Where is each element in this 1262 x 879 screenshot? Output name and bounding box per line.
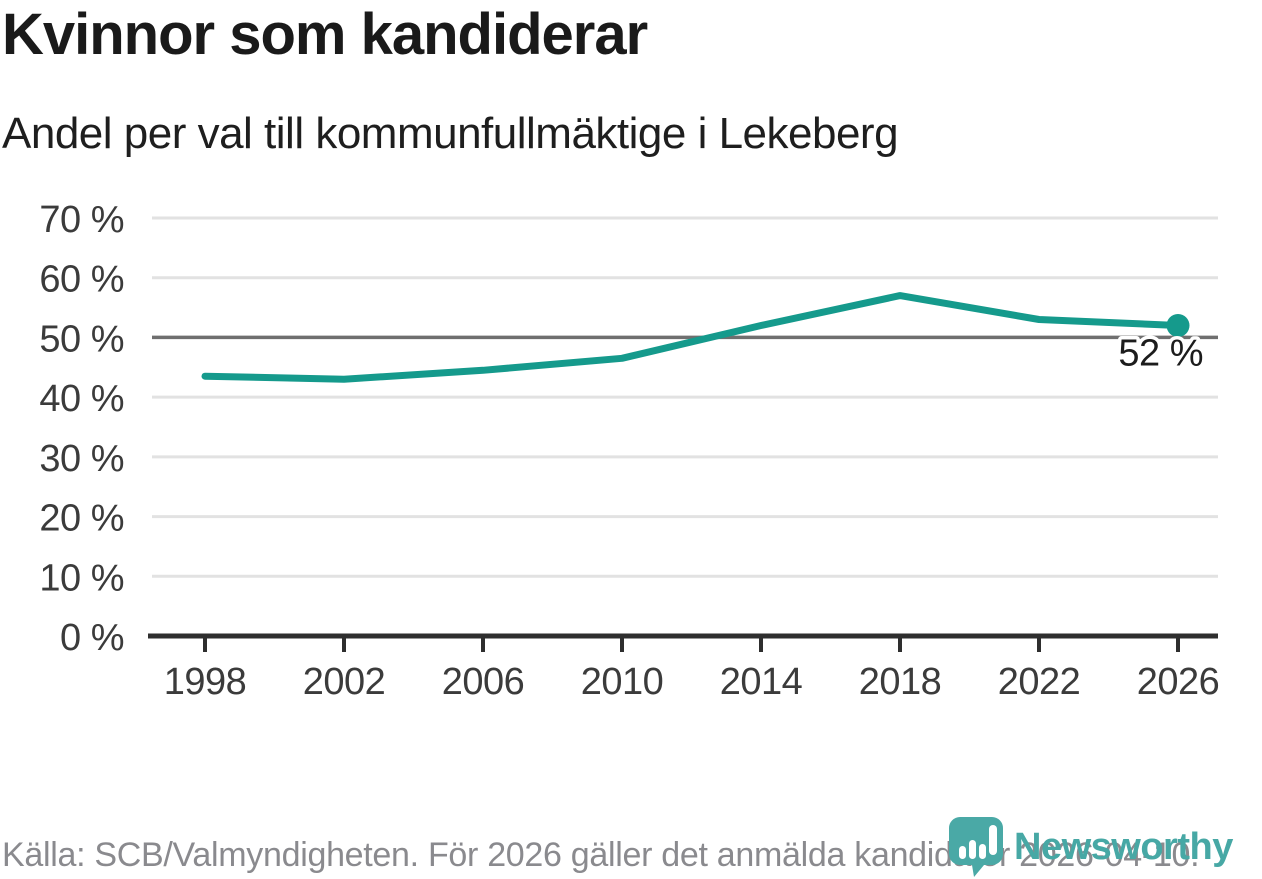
x-axis-label: 2006 [442,661,525,703]
x-axis-label: 2022 [998,661,1081,703]
newsworthy-wordmark: Newsworthy [1014,826,1233,868]
x-axis-label: 2018 [859,661,942,703]
y-axis-label: 70 % [39,199,124,241]
y-axis-label: 20 % [39,498,124,540]
newsworthy-logo: Newsworthy [948,815,1262,879]
data-point-last [1166,313,1190,337]
y-axis-label: 0 % [60,617,124,659]
newsworthy-bubble-chart-icon [949,817,1003,877]
bar-icon-4 [989,825,997,855]
y-axis-label: 60 % [39,259,124,301]
bar-icon-3 [979,844,986,859]
x-axis-label: 2010 [581,661,664,703]
y-axis-label: 40 % [39,378,124,420]
end-value-label: 52 % [1118,332,1203,374]
y-axis-label: 10 % [39,557,124,599]
y-axis-label: 30 % [39,438,124,480]
page-title: Kvinnor som kandiderar [2,2,648,67]
x-axis-label: 1998 [164,661,247,703]
y-axis-label: 50 % [39,318,124,360]
data-line [201,292,1182,383]
bar-icon-1 [959,846,966,859]
x-axis-label: 2014 [720,661,803,703]
x-axis-label: 2026 [1137,661,1220,703]
chart-subtitle: Andel per val till kommunfullmäktige i L… [2,109,899,158]
bar-icon-2 [969,840,976,859]
line-chart: 0 % 10 % 20 % 30 % 40 % 50 % 60 % 70 % 1998 2002 2… [39,199,1220,703]
x-axis-label: 2002 [303,661,386,703]
